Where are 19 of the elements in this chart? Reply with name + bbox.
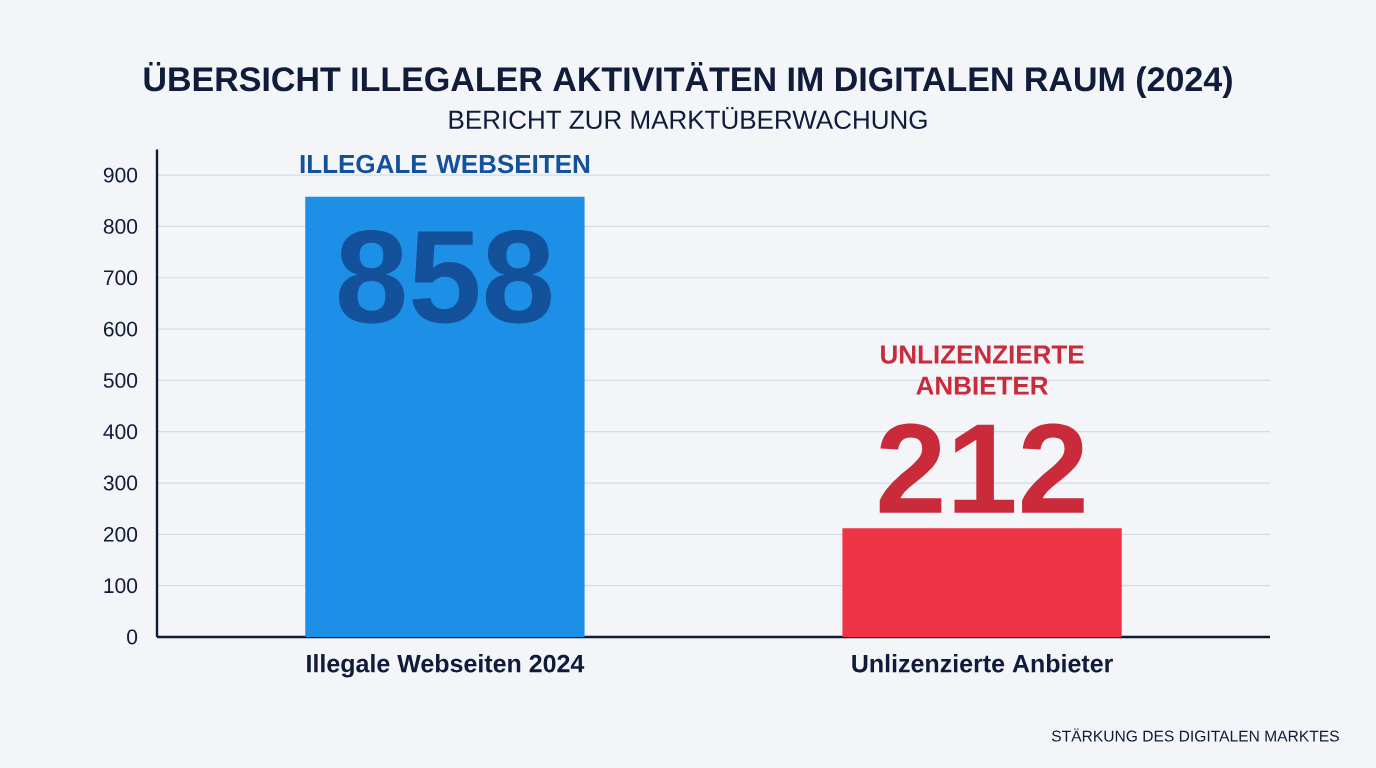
y-tick-label: 900 [103, 167, 138, 183]
annotation: ILLEGALE WEBSEITEN [300, 154, 590, 174]
y-tick-label: 800 [103, 218, 138, 234]
y-tick-label: 600 [103, 321, 138, 337]
y-tick-label: 100 [104, 578, 138, 594]
y-tick-label: 300 [103, 475, 138, 491]
text: STÄRKUNG DES DIGITALEN MARKTES [1051, 728, 1339, 742]
chart-title: ÜBERSICHT ILLEGALER AKTIVITÄTEN IM DIGITALEN RAUM (2024) [144, 61, 1232, 99]
y-tick-label: 400 [103, 424, 138, 440]
data-label: 858 [339, 230, 551, 324]
y-tick-label: 500 [103, 372, 138, 388]
y-tick-label: 200 [103, 526, 138, 542]
x-tick-label: Illegale Webseiten 2024 [307, 654, 585, 678]
chart-subtitle: BERICHT ZUR MARKTÜBERWACHUNG [449, 106, 927, 129]
data-label: 212 [879, 423, 1084, 513]
annotation: UNLIZENZIERTE ANBIETER [881, 345, 1084, 395]
y-tick-label: 700 [103, 270, 138, 286]
y-tick-label: 0 [127, 629, 138, 645]
x-tick-label: Unlizenzierte Anbieter [852, 654, 1113, 673]
